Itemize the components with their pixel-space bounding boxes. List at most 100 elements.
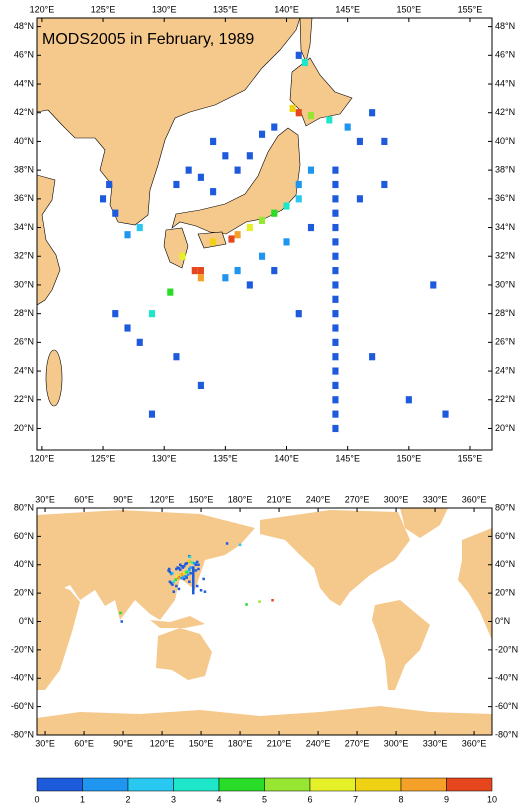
- data-cell: [258, 600, 261, 603]
- data-cell: [295, 51, 302, 59]
- lat-label: 0°N: [495, 616, 510, 626]
- data-cell: [192, 573, 195, 576]
- lon-label: 270°E: [345, 494, 370, 504]
- land: [156, 628, 212, 680]
- data-cell: [192, 584, 195, 588]
- data-cell: [195, 584, 199, 588]
- data-cell: [369, 109, 376, 117]
- data-cell: [171, 572, 174, 575]
- land: [372, 600, 430, 690]
- data-cell: [271, 598, 274, 602]
- lat-label: -40°N: [495, 673, 518, 683]
- lon-label: 330°E: [423, 494, 448, 504]
- data-cell: [356, 195, 363, 203]
- lat-label: 22°N: [14, 394, 34, 404]
- data-cell: [124, 231, 131, 239]
- lat-label: 20°N: [14, 588, 34, 598]
- data-cell: [120, 620, 124, 623]
- data-cell: [332, 166, 339, 174]
- data-cell: [369, 353, 376, 361]
- colorbar-segment: [355, 777, 402, 792]
- lat-label: 36°N: [14, 193, 34, 203]
- data-cell: [283, 202, 290, 210]
- lon-label: 360°E: [462, 494, 487, 504]
- data-cell: [271, 267, 278, 275]
- lat-label: 34°N: [14, 222, 34, 232]
- data-cell: [175, 574, 179, 578]
- lat-label: 60°N: [495, 531, 515, 541]
- data-cell: [332, 223, 339, 232]
- data-cell: [177, 576, 181, 580]
- land: [400, 508, 448, 538]
- lat-label: 40°N: [14, 559, 34, 569]
- data-cell: [99, 195, 107, 203]
- data-cell: [192, 570, 195, 574]
- data-cell: [332, 353, 339, 361]
- data-cell: [332, 424, 339, 433]
- data-cell: [189, 572, 192, 575]
- data-cell: [184, 574, 187, 578]
- colorbar-segment: [309, 777, 356, 792]
- land: [45, 349, 63, 407]
- data-cell: [194, 563, 198, 566]
- data-cell: [332, 195, 339, 203]
- lat-label: -60°N: [495, 701, 518, 711]
- data-cell: [192, 569, 195, 572]
- lat-label: 32°N: [14, 251, 34, 261]
- lon-label: 140°E: [274, 453, 299, 463]
- colorbar-segment: [400, 777, 447, 792]
- data-cell: [185, 576, 189, 579]
- data-cell: [442, 410, 449, 418]
- data-cell: [106, 180, 113, 189]
- data-cell: [246, 152, 253, 160]
- data-cell: [179, 568, 182, 571]
- colorbar-label: 8: [398, 794, 403, 804]
- data-cell: [174, 578, 177, 581]
- data-cell: [258, 252, 266, 260]
- data-cell: [307, 112, 315, 120]
- lat-label: 36°N: [495, 193, 515, 203]
- data-cell: [197, 563, 200, 566]
- data-cell: [326, 116, 333, 124]
- lat-label: 80°N: [14, 502, 34, 512]
- data-cell: [194, 569, 198, 572]
- data-cell: [197, 274, 204, 282]
- lat-label: 40°N: [495, 136, 515, 146]
- lon-label: 240°E: [306, 494, 331, 504]
- lon-label: 130°E: [152, 4, 177, 14]
- data-cell: [182, 577, 186, 581]
- data-cell: [186, 573, 190, 576]
- data-cell: [182, 564, 186, 568]
- colorbar-segment: [446, 777, 493, 792]
- colorbar-label: 3: [171, 794, 176, 804]
- data-cell: [197, 267, 204, 275]
- data-cell: [210, 188, 217, 196]
- data-cell: [199, 589, 203, 592]
- data-cell: [172, 590, 176, 593]
- data-cell: [185, 562, 189, 565]
- colorbar-label: 5: [262, 794, 267, 804]
- lon-label: 150°E: [397, 453, 422, 463]
- data-cell: [136, 338, 143, 346]
- data-cell: [332, 324, 339, 332]
- lat-label: -20°N: [11, 644, 34, 654]
- data-cell: [167, 567, 171, 571]
- lat-label: 30°N: [14, 279, 34, 289]
- data-cell: [202, 577, 205, 581]
- lon-label: 130°E: [152, 453, 177, 463]
- lat-label: 26°N: [14, 337, 34, 347]
- data-cell: [258, 130, 266, 138]
- data-cell: [192, 577, 195, 581]
- data-cell: [175, 567, 178, 571]
- lat-label: 28°N: [495, 308, 515, 318]
- data-cell: [186, 569, 190, 573]
- lon-label: 150°E: [397, 4, 422, 14]
- data-cell: [332, 281, 339, 289]
- data-cell: [181, 566, 185, 569]
- lat-label: 26°N: [495, 337, 515, 347]
- colorbar-segment: [36, 777, 83, 792]
- data-cell: [271, 123, 278, 131]
- lat-label: 38°N: [495, 165, 515, 175]
- colorbar-label: 6: [307, 794, 312, 804]
- lon-label: 90°E: [113, 738, 133, 748]
